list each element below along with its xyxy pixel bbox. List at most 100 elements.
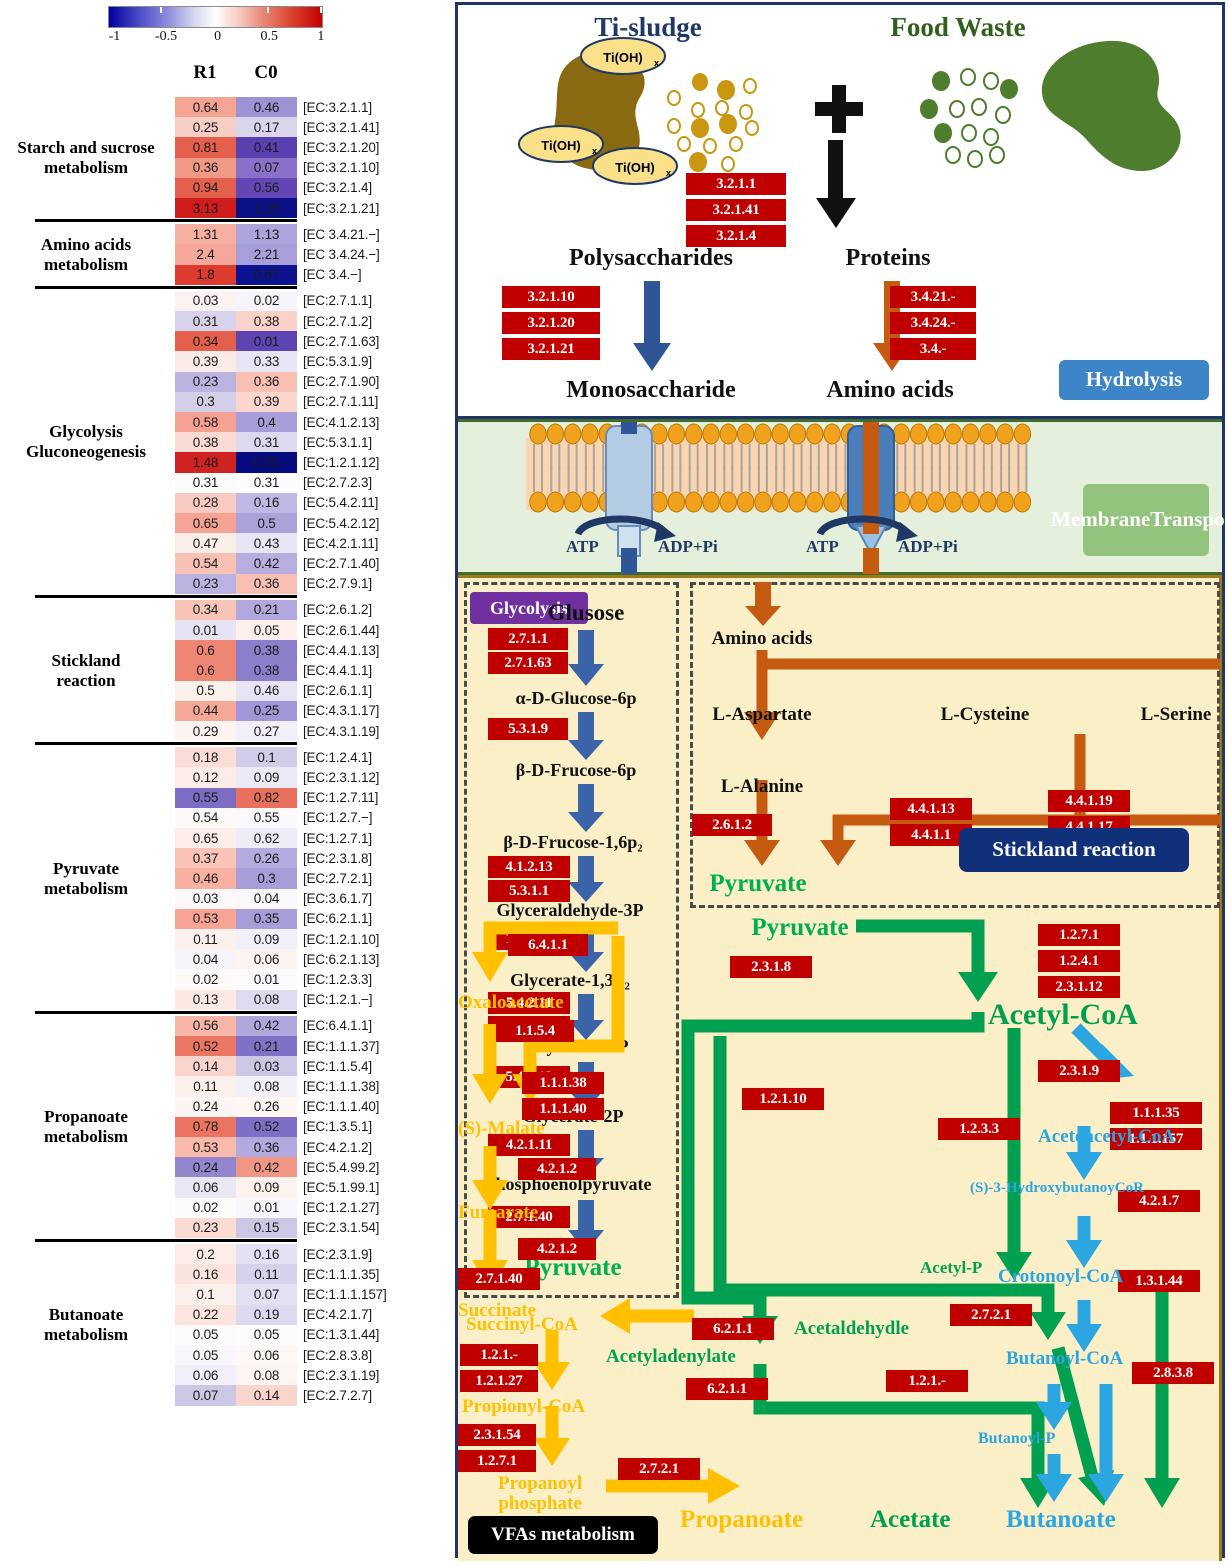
heatmap-cell-c0: 2.21	[236, 244, 297, 265]
propanoate-branch-arrows-icon	[472, 921, 625, 1210]
heatmap-row: 0.55 0.82 [EC:1.2.7.11]	[0, 787, 450, 808]
ti-oh-badge-2-icon: Ti(OH) x	[518, 125, 604, 163]
stage-tag-vfa-metabolism: VFAs metabolism	[468, 1516, 658, 1554]
ec-box: 4.2.1.2	[518, 1238, 596, 1260]
colorbar-ticklabels: -1 -0.5 0 0.5 1	[108, 29, 325, 49]
heatmap-section-label: Propanoate metabolism	[43, 1106, 129, 1146]
heatmap-row-ec-label: [EC:6.2.1.13]	[303, 951, 380, 967]
metabolite-fumarate: Fumarate	[458, 1202, 539, 1223]
heatmap-row: 0.23 0.15 [EC:2.3.1.54]	[0, 1217, 450, 1238]
heatmap-row: 0.65 0.62 [EC:1.2.7.1]	[0, 828, 450, 849]
ec-box: 2.3.1.8	[730, 956, 812, 978]
heatmap-row: 0.14 0.03 [EC:1.1.5.4]	[0, 1056, 450, 1077]
heatmap-cell-c0: 0.56	[236, 177, 297, 198]
heatmap-cell-r1: 0.03	[175, 888, 236, 909]
heatmap-row-ec-label: [EC:1.1.1.40]	[303, 1099, 380, 1115]
heatmap-section-divider	[35, 742, 297, 746]
heatmap-row-ec-label: [EC:2.3.1.9]	[303, 1246, 372, 1262]
vfa-metabolism-band: Glycolysis Glusose 2.7.1.1 2.7.1.63 α-D-…	[458, 575, 1222, 1561]
ec-box: 5.3.1.1	[488, 880, 570, 902]
colorbar-tick-label: 0	[214, 29, 222, 44]
metabolite-glycerate13p2: Glycerate-1,3P₂	[510, 970, 630, 990]
ec-box: 2.7.2.1	[950, 1304, 1032, 1326]
heatmap-cell-r1: 0.36	[175, 157, 236, 178]
heatmap-cell-r1: 0.54	[175, 553, 236, 574]
heatmap-cell-c0: 0.43	[236, 533, 297, 554]
ec-box: 3.2.1.1	[686, 173, 786, 195]
heatmap-row-ec-label: [EC:2.6.1.2]	[303, 602, 372, 618]
heatmap-row: 0.03 0.04 [EC:3.6.1.7]	[0, 888, 450, 909]
heatmap-cell-c0: 0.82	[236, 787, 297, 808]
heatmap-row-ec-label: [EC:2.7.1.63]	[303, 333, 380, 349]
heatmap-row-ec-label: [EC:4.3.1.19]	[303, 723, 380, 739]
heatmap-cell-r1: 0.07	[175, 1385, 236, 1406]
ec-box: 1.1.1.157	[1110, 1128, 1202, 1150]
heatmap-row-ec-label: [EC:5.4.2.12]	[303, 515, 380, 531]
heatmap-cell-r1: 1.31	[175, 224, 236, 245]
ec-box: 2.8.3.8	[1132, 1362, 1214, 1384]
heatmap-cell-c0: 0.31	[236, 472, 297, 493]
heatmap-row-ec-label: [EC:1.1.1.37]	[303, 1038, 380, 1054]
metabolite-butanoyl-p: Butanoyl-P	[978, 1430, 1056, 1447]
heatmap-row-ec-label: [EC:2.3.1.54]	[303, 1220, 380, 1236]
heatmap-row: 2.4 2.21 [EC 3.4.24.−]	[0, 244, 450, 265]
stage-tag-glycolysis: Glycolysis	[470, 592, 588, 624]
ec-box: 1.2.1.10	[742, 1088, 824, 1110]
metabolite-propanoate: Propanoate	[680, 1506, 804, 1533]
lipid-bilayer-icon	[526, 422, 1032, 574]
heatmap-row: 0.54 0.42 [EC:2.7.1.40]	[0, 553, 450, 574]
metabolite-acetyladenylate: Acetyladenylate	[606, 1346, 736, 1367]
heatmap-row: 0.07 0.14 [EC:2.7.2.7]	[0, 1385, 450, 1406]
ec-box: 4.2.1.7	[1118, 1190, 1200, 1212]
heatmap-section-label: Pyruvate metabolism	[43, 858, 129, 898]
heatmap-row-ec-label: [EC:2.7.1.11]	[303, 394, 379, 410]
heatmap-row: 1.8 0.67 [EC 3.4.−]	[0, 264, 450, 285]
heatmap-cell-c0: 0.38	[236, 660, 297, 681]
membrane-transport-band: ATP ADP+Pi ATP ADP+Pi Membrane Transport	[458, 419, 1228, 575]
heatmap-cell-c0: 0.09	[236, 929, 297, 950]
ec-box: 1.2.4.1	[1038, 950, 1120, 972]
heatmap-cell-c0: 0.55	[236, 807, 297, 828]
heatmap-cell-c0: 0.08	[236, 989, 297, 1010]
ec-box: 5.3.1.9	[488, 718, 568, 740]
heatmap-cell-r1: 0.12	[175, 767, 236, 788]
glycolysis-arrow-icon	[568, 994, 604, 1040]
heatmap-row-ec-label: [EC:2.3.1.8]	[303, 850, 372, 866]
svg-text:x: x	[666, 168, 671, 178]
svg-text:Ti(OH): Ti(OH)	[603, 50, 642, 65]
heatmap-cell-r1: 0.55	[175, 787, 236, 808]
heatmap-cell-c0: 0.36	[236, 1137, 297, 1158]
heatmap-cell-r1: 0.44	[175, 700, 236, 721]
heatmap-row-ec-label: [EC:5.3.1.9]	[303, 353, 372, 369]
heatmap-cell-c0: 0.25	[236, 700, 297, 721]
heatmap-cell-c0: 0.09	[236, 767, 297, 788]
ec-box: 1.1.1.40	[522, 1098, 604, 1120]
heatmap-cell-c0: 0.01	[236, 1197, 297, 1218]
heatmap-row-ec-label: [EC:1.2.1.−]	[303, 992, 373, 1008]
heatmap-cell-c0: 0.46	[236, 680, 297, 701]
heatmap-row-ec-label: [EC:1.1.1.38]	[303, 1078, 380, 1094]
heatmap-cell-c0: 0.35	[236, 908, 297, 929]
heatmap-section-divider	[35, 1010, 297, 1014]
heatmap-row: 0.02 0.01 [EC:1.2.3.3]	[0, 969, 450, 990]
ec-box: 4.2.1.11	[488, 1134, 570, 1156]
stickland-amino-acids-label: Amino acids	[711, 628, 813, 649]
heatmap-cell-c0: 0.46	[236, 97, 297, 118]
heatmap-cell-c0: 0.1	[236, 747, 297, 768]
ec-box: 2.7.1.40	[458, 1268, 540, 1290]
heatmap-section-divider	[35, 1239, 297, 1242]
svg-text:x: x	[592, 146, 597, 156]
heatmap-cell-c0: 0.08	[236, 1076, 297, 1097]
heatmap-row: 0.34 0.21 [EC:2.6.1.2]	[0, 599, 450, 620]
heatmap-row: 0.6 0.38 [EC:4.4.1.13]	[0, 640, 450, 661]
heatmap-cell-r1: 0.05	[175, 1324, 236, 1345]
adp-label-left: ADP+Pi	[658, 537, 718, 556]
metabolite-oxaloacetate: Oxaloacetate	[458, 992, 564, 1013]
heatmap-section-label: Butanoate metabolism	[43, 1304, 129, 1344]
heatmap-cell-c0: 0.52	[236, 1116, 297, 1137]
heatmap-cell-c0: 0.01	[236, 331, 297, 352]
heatmap-cell-c0: 0.26	[236, 1096, 297, 1117]
heatmap-cell-r1: 0.78	[175, 1116, 236, 1137]
heatmap-row: 0.39 0.33 [EC:5.3.1.9]	[0, 351, 450, 372]
heatmap-row: 0.46 0.3 [EC:2.7.2.1]	[0, 868, 450, 889]
